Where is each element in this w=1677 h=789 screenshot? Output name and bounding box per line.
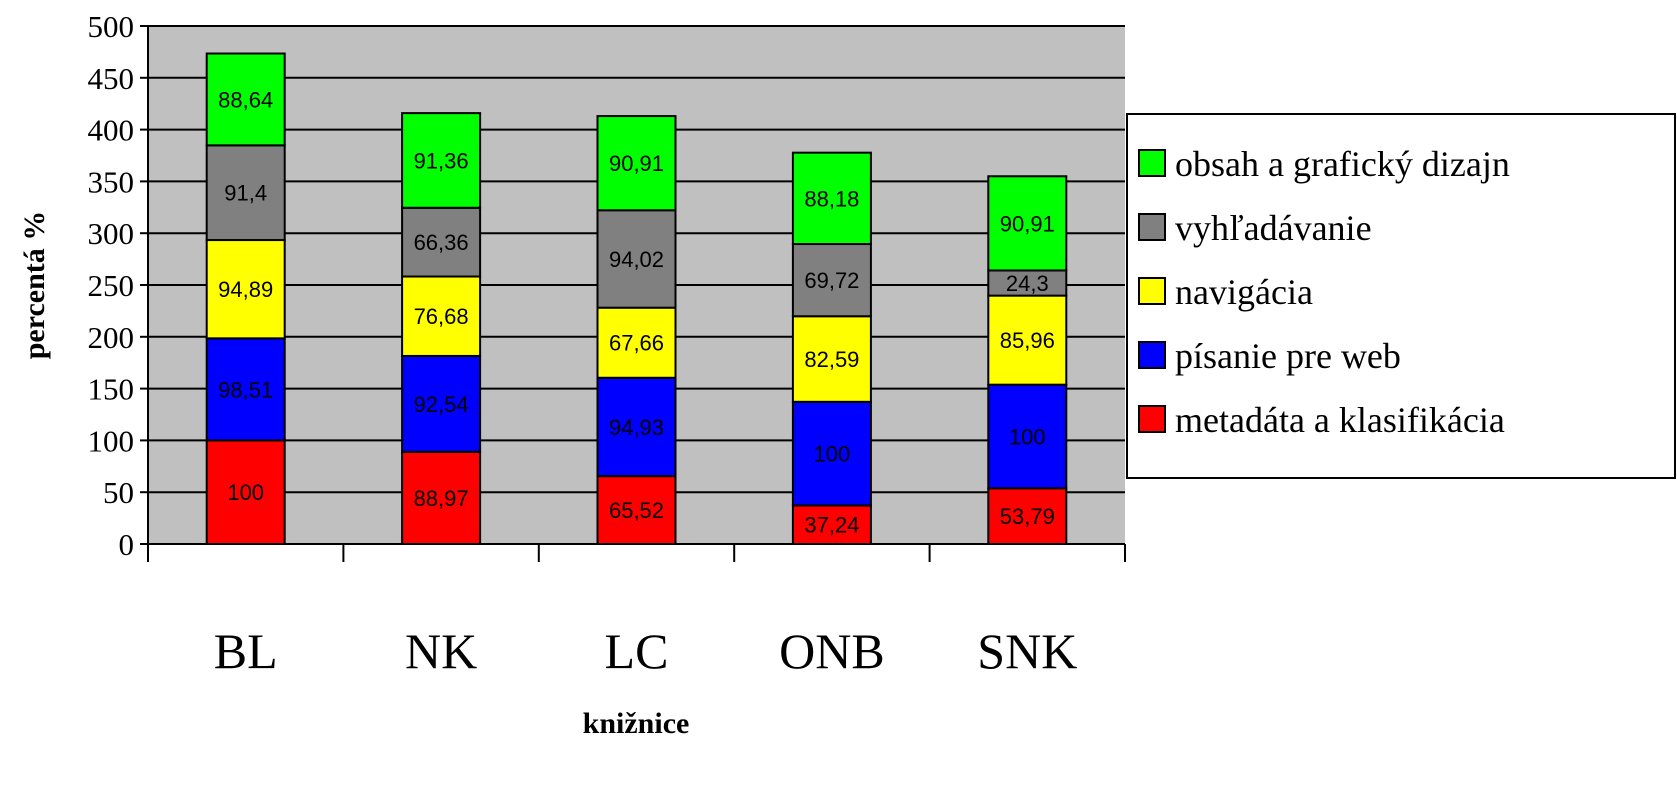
bar-segment xyxy=(205,144,286,242)
x-tick-labels: BL NK LC ONB SNK xyxy=(214,623,1078,679)
bar-segment xyxy=(401,275,482,357)
bar-data-label: 92,54 xyxy=(414,392,469,417)
bar-data-label: 94,02 xyxy=(609,247,664,272)
bar-segment xyxy=(791,400,872,507)
x-tick-label: NK xyxy=(405,623,477,679)
bar-data-label: 100 xyxy=(814,442,851,467)
y-tick-label: 300 xyxy=(88,216,135,251)
bar-segment xyxy=(205,337,286,442)
bar-data-labels: 100 98,51 94,89 91,4 88,64 88,97 92,54 76,68 66,… xyxy=(218,87,1055,537)
bar-segment xyxy=(596,306,677,379)
bar-segment xyxy=(401,112,482,209)
bar-data-label: 90,91 xyxy=(609,151,664,176)
y-tick-label: 500 xyxy=(88,9,135,44)
bar-data-label: 66,36 xyxy=(414,230,469,255)
legend-label: vyhľadávanie xyxy=(1175,208,1372,248)
y-tick-label: 400 xyxy=(88,113,135,148)
bar-segment xyxy=(205,239,286,340)
bar-data-label: 91,36 xyxy=(414,148,469,173)
bar-segment xyxy=(987,383,1068,490)
bar-segment xyxy=(987,175,1068,272)
y-tick-labels: 0 50 100 150 200 250 300 350 400 450 500 xyxy=(88,9,135,562)
y-tick-label: 350 xyxy=(88,164,135,199)
x-tick-label: BL xyxy=(214,623,278,679)
bar-data-label: 85,96 xyxy=(1000,328,1055,353)
x-tick-label: LC xyxy=(605,623,669,679)
bar-segment xyxy=(791,151,872,246)
bar-segment xyxy=(205,52,286,147)
bar-data-label: 82,59 xyxy=(804,347,859,372)
y-tick-label: 100 xyxy=(88,423,135,458)
x-axis-label: knižnice xyxy=(583,707,690,740)
bar-data-label: 24,3 xyxy=(1006,271,1049,296)
x-tick-label: SNK xyxy=(977,623,1077,679)
bar-data-label: 76,68 xyxy=(414,304,469,329)
bar-segment xyxy=(596,209,677,309)
bar-data-label: 88,97 xyxy=(414,486,469,511)
bar-segment xyxy=(401,354,482,453)
legend-swatch xyxy=(1138,277,1166,305)
legend: obsah a grafický dizajn vyhľadávanie navig… xyxy=(1126,113,1676,479)
y-tick-label: 450 xyxy=(88,61,135,96)
bar-segment xyxy=(205,439,286,545)
bar-data-label: 90,91 xyxy=(1000,211,1055,236)
bars xyxy=(205,52,1068,546)
bar-segment xyxy=(791,315,872,403)
legend-label: písanie pre web xyxy=(1175,336,1401,376)
x-tick-label: ONB xyxy=(779,623,885,679)
legend-box xyxy=(1126,113,1676,479)
bar-data-label: 100 xyxy=(1009,424,1046,449)
bar-data-label: 91,4 xyxy=(224,181,267,206)
bar-data-label: 67,66 xyxy=(609,331,664,356)
axes xyxy=(140,25,1126,562)
legend-label: obsah a grafický dizajn xyxy=(1175,144,1510,184)
legend-label: navigácia xyxy=(1175,272,1313,312)
legend-swatch xyxy=(1138,405,1166,433)
bar-segment xyxy=(987,294,1068,386)
bar-data-label: 94,93 xyxy=(609,415,664,440)
bar-data-label: 88,64 xyxy=(218,87,273,112)
bar-data-label: 100 xyxy=(227,480,264,505)
bar-data-label: 98,51 xyxy=(218,377,273,402)
bar-data-label: 69,72 xyxy=(804,268,859,293)
bar-data-label: 88,18 xyxy=(804,186,859,211)
legend-swatch xyxy=(1138,341,1166,369)
legend-label: metadáta a klasifikácia xyxy=(1175,400,1505,440)
y-tick-label: 250 xyxy=(88,268,135,303)
y-axis-label: percentá % xyxy=(18,211,51,360)
y-tick-label: 0 xyxy=(119,527,135,562)
y-tick-label: 50 xyxy=(103,475,134,510)
legend-swatch xyxy=(1138,213,1166,241)
bar-data-label: 37,24 xyxy=(804,513,859,538)
bar-segment xyxy=(596,376,677,478)
bar-data-label: 94,89 xyxy=(218,277,273,302)
y-tick-label: 200 xyxy=(88,320,135,355)
bar-segment xyxy=(987,269,1068,297)
y-tick-label: 150 xyxy=(88,372,135,407)
bar-segment xyxy=(596,115,677,212)
bar-data-label: 65,52 xyxy=(609,498,664,523)
legend-swatch xyxy=(1138,149,1166,177)
bar-data-label: 53,79 xyxy=(1000,504,1055,529)
bar-segment xyxy=(401,206,482,278)
bar-segment xyxy=(791,504,872,546)
bar-segment xyxy=(987,487,1068,545)
